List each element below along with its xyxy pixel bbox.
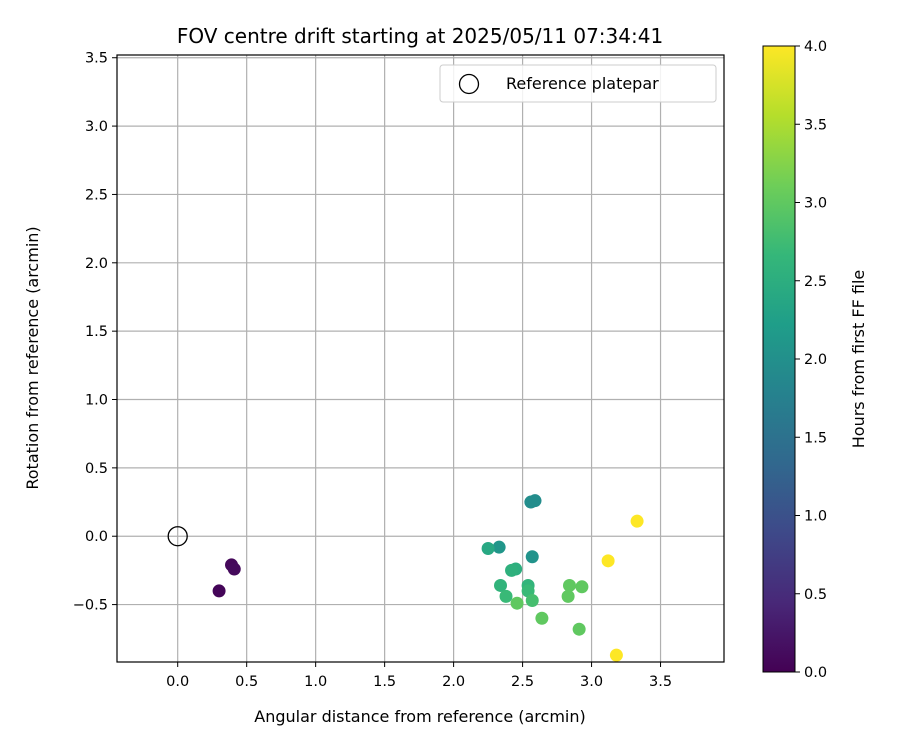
data-point bbox=[510, 596, 524, 610]
x-tick-label: 1.0 bbox=[304, 674, 327, 690]
y-tick-label: 3.0 bbox=[85, 119, 108, 135]
data-point bbox=[492, 540, 506, 554]
colorbar-tick-label: 2.5 bbox=[804, 274, 827, 290]
reference-point bbox=[167, 526, 188, 547]
data-point bbox=[535, 611, 549, 625]
reference-marker bbox=[167, 526, 188, 547]
y-axis-ticks: −0.5 0.0 0.5 1.0 1.5 2.0 2.5 3.0 3.5 bbox=[73, 51, 117, 614]
x-tick-label: 3.0 bbox=[580, 674, 603, 690]
x-tick-label: 2.5 bbox=[511, 674, 534, 690]
colorbar-tick-label: 4.0 bbox=[804, 39, 827, 55]
legend-marker bbox=[458, 73, 480, 95]
data-point bbox=[212, 584, 226, 598]
legend: Reference platepar bbox=[439, 64, 717, 103]
y-tick-label: 2.5 bbox=[85, 187, 108, 203]
colorbar-tick-label: 1.5 bbox=[804, 430, 827, 446]
y-tick-label: 2.0 bbox=[85, 256, 108, 272]
chart-title: FOV centre drift starting at 2025/05/11 … bbox=[177, 24, 663, 48]
data-point bbox=[528, 494, 542, 508]
colorbar-tick-label: 3.0 bbox=[804, 196, 827, 212]
y-tick-label: 0.5 bbox=[85, 461, 108, 477]
data-point bbox=[572, 622, 586, 636]
colorbar-label: Hours from first FF file bbox=[849, 270, 868, 449]
colorbar-tick-label: 1.0 bbox=[804, 509, 827, 525]
legend-box bbox=[439, 64, 717, 103]
y-axis-label: Rotation from reference (arcmin) bbox=[23, 226, 42, 489]
data-point bbox=[525, 593, 539, 607]
data-point bbox=[481, 542, 495, 556]
data-point bbox=[494, 578, 508, 592]
x-tick-label: 0.5 bbox=[235, 674, 258, 690]
data-point bbox=[499, 589, 513, 603]
data-point bbox=[525, 550, 539, 564]
colorbar-tick-label: 2.0 bbox=[804, 352, 827, 368]
plot-frame bbox=[116, 54, 725, 663]
data-point bbox=[561, 589, 575, 603]
y-tick-label: 1.0 bbox=[85, 393, 108, 409]
legend-label: Reference platepar bbox=[506, 74, 659, 93]
x-tick-label: 0.0 bbox=[166, 674, 189, 690]
data-point bbox=[227, 562, 241, 576]
colorbar-ticks: 0.0 0.5 1.0 1.5 2.0 2.5 3.0 3.5 4.0 bbox=[795, 39, 827, 681]
colorbar bbox=[762, 45, 796, 673]
y-tick-label: 3.5 bbox=[85, 51, 108, 67]
x-tick-label: 1.5 bbox=[373, 674, 396, 690]
data-point bbox=[609, 648, 623, 662]
data-point bbox=[575, 580, 589, 594]
x-tick-label: 2.0 bbox=[442, 674, 465, 690]
x-axis-label: Angular distance from reference (arcmin) bbox=[254, 707, 585, 726]
data-point bbox=[601, 554, 615, 568]
colorbar-tick-label: 0.0 bbox=[804, 665, 827, 681]
data-point bbox=[630, 514, 644, 528]
y-tick-label: 0.0 bbox=[85, 529, 108, 545]
grid-lines bbox=[117, 55, 724, 662]
x-axis-ticks: 0.0 0.5 1.0 1.5 2.0 2.5 3.0 3.5 bbox=[166, 662, 672, 690]
data-points bbox=[212, 494, 644, 662]
data-point bbox=[562, 578, 576, 592]
y-tick-label: 1.5 bbox=[85, 324, 108, 340]
y-tick-label: −0.5 bbox=[73, 598, 108, 614]
data-point bbox=[505, 563, 519, 577]
colorbar-tick-label: 3.5 bbox=[804, 117, 827, 133]
colorbar-tick-label: 0.5 bbox=[804, 587, 827, 603]
x-tick-label: 3.5 bbox=[649, 674, 672, 690]
